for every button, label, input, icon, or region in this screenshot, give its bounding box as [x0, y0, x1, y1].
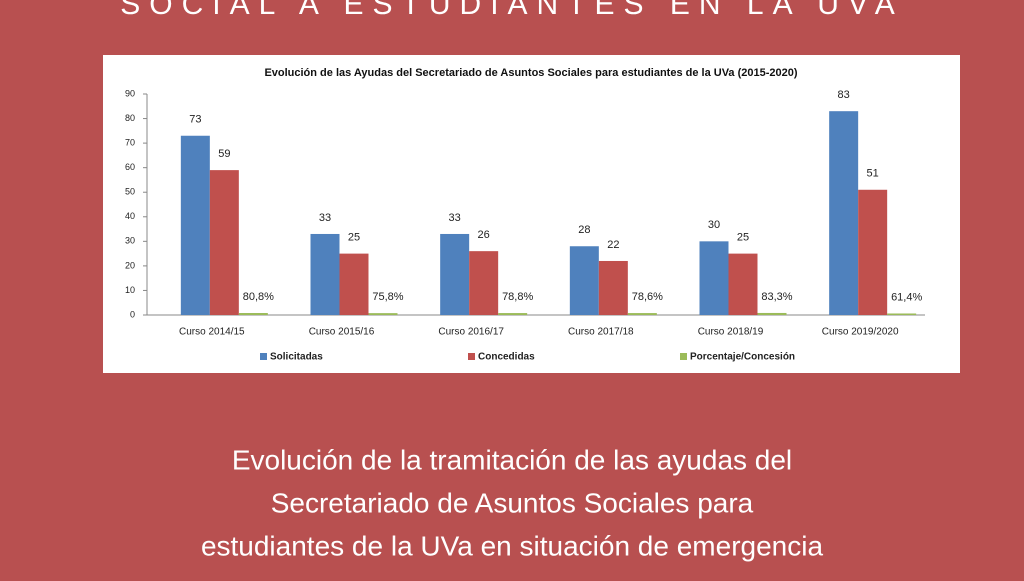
x-tick-label: Curso 2017/18: [568, 327, 634, 338]
x-tick-label: Curso 2019/2020: [822, 327, 899, 338]
y-tick-label: 50: [125, 187, 135, 197]
x-tick-label: Curso 2014/15: [179, 327, 245, 338]
value-label: 25: [737, 232, 749, 244]
legend-label: Solicitadas: [270, 352, 323, 363]
value-label: 51: [867, 168, 879, 180]
y-tick-label: 70: [125, 137, 135, 147]
bar: [627, 313, 657, 315]
value-label: 78,6%: [632, 291, 663, 303]
bar: [829, 111, 859, 315]
y-tick-label: 0: [130, 309, 135, 319]
bar: [209, 170, 239, 315]
value-label: 80,8%: [243, 291, 274, 303]
value-label: 59: [218, 148, 230, 160]
value-label: 61,4%: [891, 291, 922, 303]
bar: [310, 233, 340, 315]
x-tick-label: Curso 2015/16: [309, 327, 375, 338]
x-tick-label: Curso 2018/19: [698, 327, 764, 338]
legend-swatch: [680, 353, 687, 360]
legend-label: Porcentaje/Concesión: [690, 352, 795, 363]
value-label: 22: [607, 239, 619, 251]
y-tick-label: 20: [125, 260, 135, 270]
value-label: 26: [478, 229, 490, 241]
y-tick-label: 30: [125, 236, 135, 246]
caption-line: Secretariado de Asuntos Sociales para: [271, 487, 754, 518]
value-label: 83: [838, 89, 850, 101]
bar: [728, 253, 758, 315]
bar: [180, 135, 210, 315]
bar: [757, 312, 787, 315]
bar: [339, 253, 369, 315]
value-label: 75,8%: [372, 291, 403, 303]
y-tick-label: 60: [125, 162, 135, 172]
value-label: 83,3%: [761, 291, 792, 303]
value-label: 25: [348, 232, 360, 244]
value-label: 33: [449, 212, 461, 224]
y-tick-label: 40: [125, 211, 135, 221]
legend-swatch: [260, 353, 267, 360]
bar: [699, 241, 729, 315]
bar: [858, 189, 888, 315]
bar: [469, 251, 499, 315]
y-tick-label: 80: [125, 113, 135, 123]
bar: [440, 233, 470, 315]
header-title: SOCIAL A ESTUDIANTES EN LA UVA: [120, 0, 904, 21]
caption-line: estudiantes de la UVa en situación de em…: [201, 530, 824, 561]
y-tick-label: 90: [125, 88, 135, 98]
value-label: 33: [319, 212, 331, 224]
bar: [569, 246, 599, 315]
value-label: 78,8%: [502, 291, 533, 303]
value-label: 30: [708, 219, 720, 231]
bar: [887, 313, 917, 315]
y-tick-label: 10: [125, 285, 135, 295]
bar: [498, 313, 528, 315]
x-tick-label: Curso 2016/17: [438, 327, 504, 338]
bar: [238, 313, 268, 315]
value-label: 73: [189, 114, 201, 126]
legend-label: Concedidas: [478, 352, 535, 363]
value-label: 28: [578, 224, 590, 236]
chart-title: Evolución de las Ayudas del Secretariado…: [264, 67, 797, 79]
legend-swatch: [468, 353, 475, 360]
bar: [598, 260, 628, 315]
bar: [368, 313, 398, 315]
caption-line: Evolución de la tramitación de las ayuda…: [232, 444, 792, 475]
chart-panel: [103, 55, 960, 373]
